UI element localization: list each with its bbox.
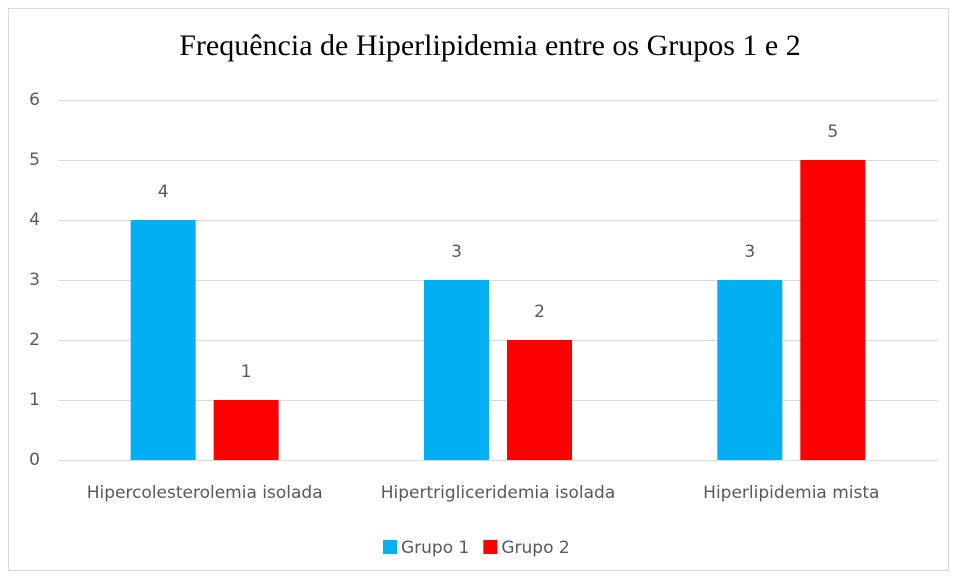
legend-swatch (383, 540, 397, 554)
data-label: 3 (451, 242, 462, 262)
bar (507, 340, 572, 460)
legend-label: Grupo 2 (501, 538, 569, 558)
x-tick-label: Hiperlipidemia mista (703, 483, 879, 503)
y-tick-label: 0 (29, 450, 40, 470)
legend-swatch (483, 540, 498, 554)
data-label: 5 (827, 122, 838, 142)
y-tick-label: 6 (29, 90, 40, 110)
chart-title: Frequência de Hiperlipidemia entre os Gr… (179, 29, 800, 62)
y-tick-label: 2 (29, 330, 40, 350)
x-tick-label: Hipertrigliceridemia isolada (381, 483, 616, 503)
y-tick-label: 5 (29, 150, 40, 170)
data-label: 1 (241, 362, 252, 382)
y-tick-label: 1 (29, 390, 40, 410)
bar (213, 400, 279, 460)
y-tick-label: 4 (29, 210, 40, 230)
bar (800, 160, 866, 460)
y-tick-label: 3 (29, 270, 40, 290)
bar (424, 280, 489, 460)
data-label: 4 (158, 182, 169, 202)
x-tick-label: Hipercolesterolemia isolada (87, 483, 323, 503)
legend-label: Grupo 1 (401, 538, 469, 558)
bar (130, 220, 196, 460)
data-label: 2 (534, 302, 545, 322)
bar (717, 280, 783, 460)
data-label: 3 (744, 242, 755, 262)
